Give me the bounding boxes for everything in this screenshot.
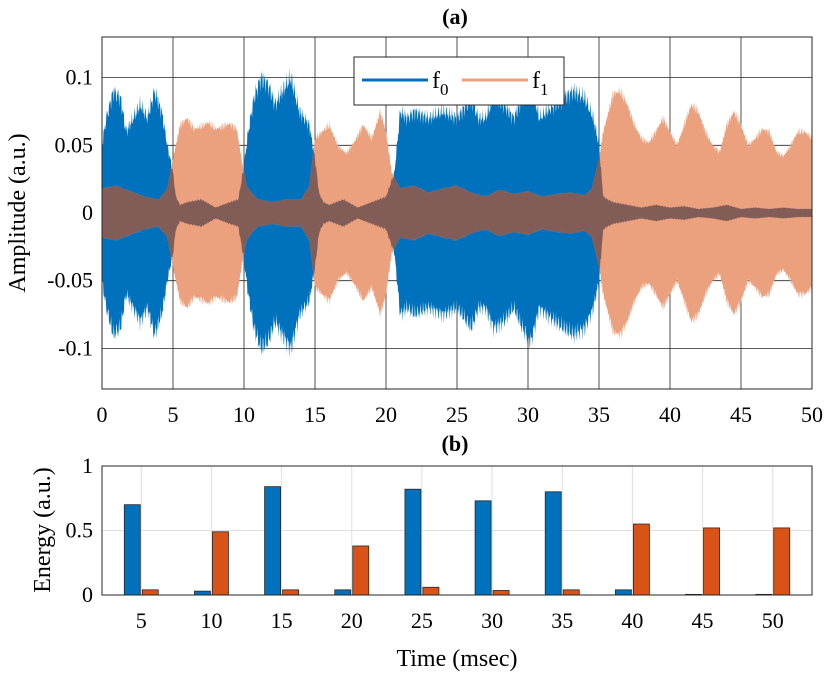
panel-a-ytick-label: -0.1	[58, 335, 93, 360]
panel-b-ytick-label: 0.5	[66, 518, 94, 543]
panel-b-xtick-label: 50	[762, 608, 784, 633]
panel-b-xtick-label: 10	[200, 608, 222, 633]
panel-a-signals	[102, 67, 812, 359]
bar-f1-25	[422, 586, 440, 596]
panel-b-xtick-label: 5	[136, 608, 147, 633]
panel-b-xtick-label: 40	[621, 608, 643, 633]
panel-b-title: (b)	[442, 431, 469, 456]
bar-f1-15	[282, 589, 300, 596]
panel-b-axes-box	[101, 465, 813, 596]
bar-f1-45	[703, 527, 720, 596]
panel-b-xtick-label: 35	[551, 608, 573, 633]
panel-a: (a) 0 5 10 15 20 25 30 35 40 45 500.10.050-0.05-0.…	[5, 4, 823, 427]
panel-a-xtick-label: 35	[588, 402, 610, 427]
bar-f0-15	[264, 486, 282, 596]
legend-label-f1: f1	[532, 68, 549, 99]
panel-b-ticks: 1 0.5 0 5 10 15 20 25 30 35 40 45 50	[66, 453, 784, 633]
bar-f1-50	[773, 527, 791, 596]
panel-a-xtick-label: 25	[446, 402, 468, 427]
panel-b-ytick-label: 0	[82, 582, 93, 607]
legend-label-f1-base: f	[532, 68, 540, 94]
panel-b-bars	[123, 486, 791, 596]
bar-f0-5	[123, 504, 141, 596]
panel-b-xtick-label: 20	[341, 608, 363, 633]
bar-f1-40	[632, 523, 650, 596]
panel-a-xtick-label: 15	[304, 402, 326, 427]
panel-b-ylabel: Energy (a.u.)	[30, 467, 56, 593]
panel-a-ytick-label: 0.05	[55, 132, 94, 157]
panel-a-ylabel: Amplitude (a.u.)	[5, 133, 31, 292]
panel-a-xtick-label: 10	[233, 402, 255, 427]
bar-f0-35	[544, 491, 562, 596]
panel-a-xtick-label: 5	[168, 402, 179, 427]
panel-b: (b) 1 0.5 0 5 10 15 20 25 30 35 40 45 50 Energy (a.u…	[30, 431, 813, 672]
legend-label-f1-sub: 1	[540, 80, 549, 99]
bar-f1-5	[141, 589, 159, 596]
signal-overlap-band	[102, 151, 812, 275]
legend-label-f0-sub: 0	[440, 80, 449, 99]
bar-f1-35	[562, 589, 580, 596]
panel-a-xtick-label: 30	[517, 402, 539, 427]
bar-f1-30	[492, 590, 510, 596]
panel-a-ticks: 0 5 10 15 20 25 30 35 40 45 500.10.050-0.05-0.1	[47, 65, 823, 427]
panel-a-title: (a)	[442, 4, 468, 29]
bar-f0-40	[614, 589, 632, 596]
panel-a-axes-box	[101, 36, 813, 390]
panel-a-xtick-label: 0	[97, 402, 108, 427]
bar-f0-20	[334, 589, 352, 596]
panel-a-ytick-label: -0.05	[47, 268, 93, 293]
panel-b-xtick-label: 15	[271, 608, 293, 633]
bar-f0-25	[404, 488, 422, 596]
bar-f0-30	[474, 500, 492, 596]
legend-label-f0: f0	[432, 68, 449, 99]
panel-b-ytick-label: 1	[82, 453, 93, 478]
bar-f0-10	[194, 590, 211, 596]
panel-b-xtick-label: 30	[481, 608, 503, 633]
panel-a-xtick-label: 45	[730, 402, 752, 427]
bar-f1-10	[212, 531, 229, 596]
legend-label-f0-base: f	[432, 68, 440, 94]
panel-b-xtick-label: 45	[692, 608, 714, 633]
panel-a-ytick-label: 0	[82, 200, 93, 225]
panel-a-xtick-label: 20	[375, 402, 397, 427]
panel-b-xtick-label: 25	[411, 608, 433, 633]
legend: f0 f1	[353, 56, 565, 106]
bar-f1-20	[352, 545, 370, 596]
panel-a-xtick-label: 40	[659, 402, 681, 427]
panel-a-ytick-label: 0.1	[66, 65, 94, 90]
panel-a-xtick-label: 50	[801, 402, 823, 427]
panel-b-xlabel: Time (msec)	[396, 646, 517, 672]
